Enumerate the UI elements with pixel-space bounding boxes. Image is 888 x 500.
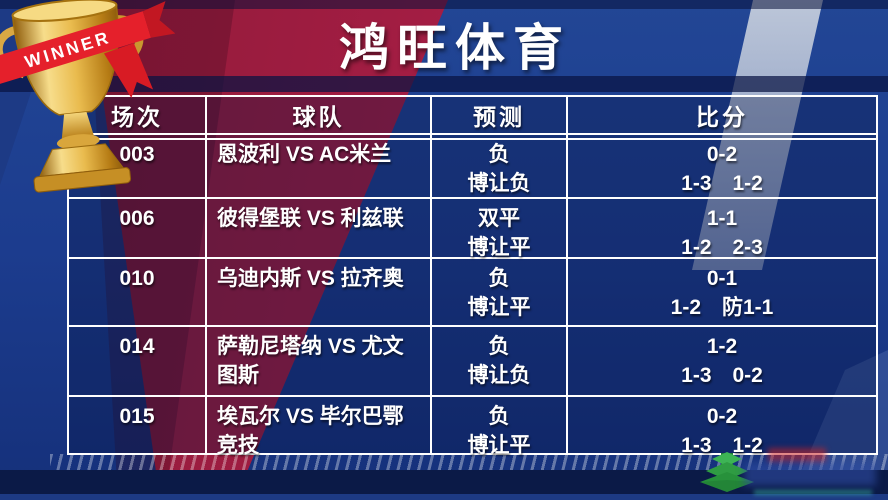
table-row: 015 埃瓦尔 VS 毕尔巴鄂竞技 负 博让平 0-2 1-3 1-2 [69, 397, 876, 457]
match-id-cell: 010 [69, 259, 207, 325]
page-title: 鸿旺体育 [339, 20, 571, 76]
score-line1: 0-2 [706, 143, 738, 166]
table-row: 010 乌迪内斯 VS 拉齐奥 负 博让平 0-1 1-2 防1-1 [69, 259, 876, 327]
mid-navy-band [0, 76, 888, 92]
watermark-tagline-blur [754, 490, 872, 495]
score-cell: 1-1 1-2 2-3 [568, 199, 876, 259]
layers-icon [700, 452, 754, 492]
prediction-line1: 双平 [478, 207, 520, 230]
score-line2: 1-2 防1-1 [670, 296, 774, 319]
prediction-line1: 负 [488, 405, 510, 428]
watermark-red-text-blur [768, 448, 826, 463]
score-cell: 0-2 1-3 1-2 [568, 397, 876, 457]
prediction-cell: 负 博让平 [432, 259, 568, 325]
table-row: 003 恩波利 VS AC米兰 负 博让负 0-2 1-3 1-2 [69, 135, 876, 199]
teams-cell: 彼得堡联 VS 利兹联 [207, 199, 432, 257]
header-prediction: 预测 [432, 97, 568, 133]
score-line1: 1-1 [706, 207, 738, 230]
score-line2: 1-2 2-3 [681, 236, 763, 259]
prediction-line2: 博让负 [467, 364, 531, 387]
table-row: 014 萨勒尼塔纳 VS 尤文图斯 负 博让负 1-2 1-3 0-2 [69, 327, 876, 397]
prediction-cell: 负 博让平 [432, 397, 568, 457]
trophy-icon: WINNER [0, 0, 196, 222]
header-teams: 球队 [207, 97, 432, 133]
prediction-cell: 负 博让负 [432, 327, 568, 395]
score-line2: 1-3 1-2 [681, 434, 763, 457]
teams-cell: 乌迪内斯 VS 拉齐奥 [207, 259, 432, 325]
table-row: 006 彼得堡联 VS 利兹联 双平 博让平 1-1 1-2 2-3 [69, 199, 876, 259]
prediction-cell: 双平 博让平 [432, 199, 568, 259]
prediction-line1: 负 [488, 267, 510, 290]
match-id-cell: 006 [69, 199, 207, 257]
trophy-stem [61, 111, 95, 141]
bottom-edge-highlight [0, 494, 888, 500]
score-cell: 0-1 1-2 防1-1 [568, 259, 876, 325]
trophy-rim [11, 0, 118, 22]
watermark [696, 446, 881, 500]
prediction-line1: 负 [488, 335, 510, 358]
watermark-blue-text-blur [744, 462, 876, 486]
score-line1: 1-2 [706, 335, 738, 358]
table-header-row: 场次 球队 预测 比分 [69, 97, 876, 140]
trophy-base-plate [33, 167, 132, 193]
teams-cell: 埃瓦尔 VS 毕尔巴鄂竞技 [207, 397, 432, 457]
score-cell: 1-2 1-3 0-2 [568, 327, 876, 395]
prediction-line2: 博让负 [467, 172, 531, 195]
score-line2: 1-3 0-2 [681, 364, 763, 387]
score-line1: 0-1 [706, 267, 738, 290]
prediction-line2: 博让平 [467, 236, 531, 259]
top-navy-band [0, 0, 888, 9]
prediction-line2: 博让平 [467, 296, 531, 319]
header-score: 比分 [696, 104, 748, 130]
teams-cell: 恩波利 VS AC米兰 [207, 135, 432, 197]
prediction-cell: 负 博让负 [432, 135, 568, 197]
header-match: 场次 [69, 97, 207, 133]
score-cell: 0-2 1-3 1-2 [568, 135, 876, 197]
ribbon-tail [104, 43, 154, 98]
prediction-table: 场次 球队 预测 比分 003 恩波利 VS AC米兰 负 博让负 0-2 1-… [67, 95, 878, 457]
prediction-line1: 负 [488, 143, 510, 166]
score-line1: 0-2 [706, 405, 738, 428]
match-id-cell: 003 [69, 135, 207, 197]
match-id-cell: 015 [69, 397, 207, 455]
match-id-cell: 014 [69, 327, 207, 395]
teams-cell: 萨勒尼塔纳 VS 尤文图斯 [207, 327, 432, 395]
prediction-line2: 博让平 [467, 434, 531, 457]
hatch-stripe-band [50, 454, 888, 471]
score-line2: 1-3 1-2 [681, 172, 763, 195]
